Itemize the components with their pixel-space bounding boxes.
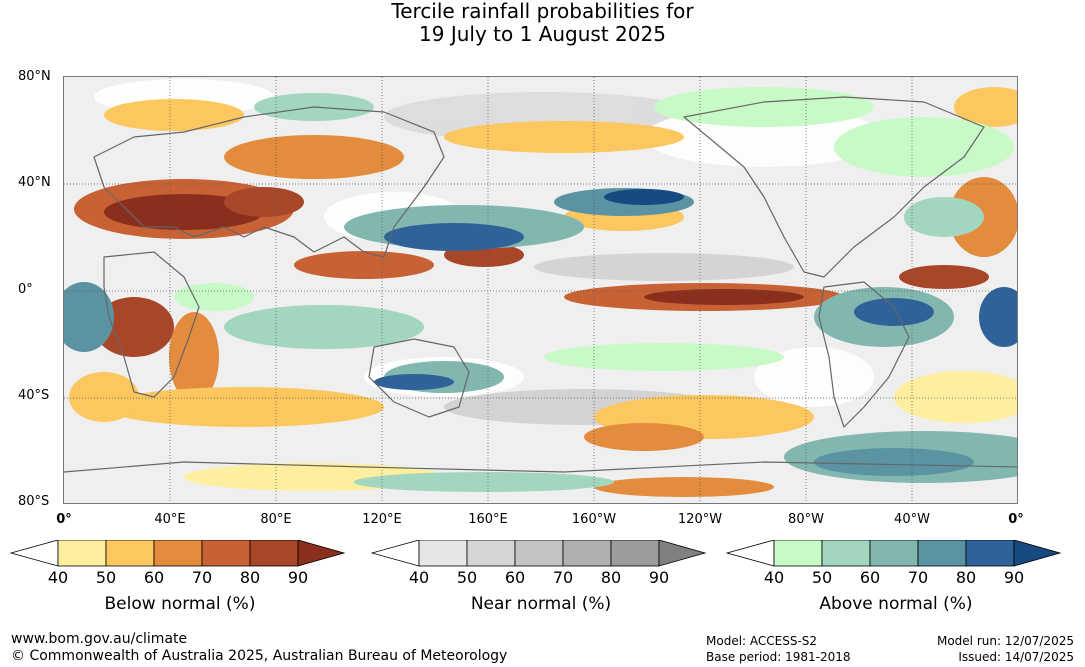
legend-ticks-above-normal: 40 50 60 70 80 90 (726, 568, 1066, 587)
legend-near-normal: 40 50 60 70 80 90 Near normal (%) (371, 540, 711, 620)
colorbar-tick-label: 40 (408, 568, 430, 587)
colorbar-left-arrow (726, 540, 775, 567)
colorbar-segment (418, 540, 468, 567)
legend-caption-below-normal: Below normal (%) (104, 594, 256, 614)
colorbar-segment (466, 540, 516, 567)
footer-model: Model: ACCESS-S2 (706, 634, 818, 648)
title-line-2: 19 July to 1 August 2025 (419, 22, 666, 46)
colorbar-above-normal (726, 540, 1062, 567)
lon-label-120e: 120°E (362, 512, 402, 527)
colorbar-tick-label: 70 (191, 568, 213, 587)
footer-dates: Model run: 12/07/2025 Issued: 14/07/2025 (937, 633, 1074, 665)
colorbar-tick-label: 40 (47, 568, 69, 587)
lon-label-120w: 120°W (677, 512, 723, 527)
below-normal-regions (69, 87, 1017, 497)
colorbar-segment (869, 540, 919, 567)
colorbar-tick-label: 80 (239, 568, 261, 587)
title-line-1: Tercile rainfall probabilities for (391, 0, 694, 23)
lon-label-40w: 40°W (894, 512, 930, 527)
colorbar-right-arrow (297, 540, 346, 567)
north-america-coastline (683, 96, 985, 278)
colorbar-left-arrow (10, 540, 59, 567)
coastlines (64, 96, 1017, 473)
legend-ticks-below-normal: 40 50 60 70 80 90 (10, 568, 350, 587)
legend-ticks-near-normal: 40 50 60 70 80 90 (371, 568, 711, 587)
lon-label-0-right: 0° (1008, 512, 1024, 527)
above-normal-regions (64, 87, 1017, 492)
colorbar-near-normal (371, 540, 707, 567)
colorbar-segment (917, 540, 967, 567)
colorbar-segment (201, 540, 251, 567)
colorbar-tick-label: 60 (143, 568, 165, 587)
rainfall-probability-map (63, 76, 1018, 504)
colorbar-right-arrow (1013, 540, 1062, 567)
colorbar-tick-label: 60 (504, 568, 526, 587)
colorbar-tick-label: 90 (648, 568, 670, 587)
lon-label-160e: 160°E (468, 512, 508, 527)
colorbar-segment (57, 540, 107, 567)
colorbar-segment (153, 540, 203, 567)
colorbar-tick-label: 40 (763, 568, 785, 587)
africa-coastline (103, 251, 200, 398)
legend-caption-near-normal: Near normal (%) (470, 594, 612, 614)
colorbar-segment (773, 540, 823, 567)
lon-label-40e: 40°E (154, 512, 186, 527)
footer-model-info: Model: ACCESS-S2 Base period: 1981-2018 (706, 633, 851, 665)
colorbar-segment (105, 540, 155, 567)
lat-label-0: 0° (18, 282, 33, 297)
colorbar-tick-label: 70 (907, 568, 929, 587)
lon-label-80e: 80°E (260, 512, 292, 527)
legend-above-normal: 40 50 60 70 80 90 Above normal (%) (726, 540, 1066, 620)
colorbar-tick-label: 60 (859, 568, 881, 587)
lat-label-80n: 80°N (18, 69, 51, 84)
colorbar-right-arrow (658, 540, 707, 567)
lon-label-160w: 160°W (571, 512, 617, 527)
lon-label-0-left: 0° (56, 512, 72, 527)
legend-caption-above-normal: Above normal (%) (819, 594, 973, 614)
antarctica-coastline (64, 461, 1017, 473)
colorbar-tick-label: 50 (95, 568, 117, 587)
colorbar-tick-label: 90 (1003, 568, 1025, 587)
map-title: Tercile rainfall probabilities for 19 Ju… (0, 0, 1085, 46)
colorbar-tick-label: 50 (456, 568, 478, 587)
colorbar-tick-label: 50 (811, 568, 833, 587)
colorbar-segment (514, 540, 564, 567)
australia-coastline (368, 338, 470, 418)
colorbar-left-arrow (371, 540, 420, 567)
colorbar-segment (610, 540, 660, 567)
footer-base-period: Base period: 1981-2018 (706, 650, 851, 664)
footer-copyright: © Commonwealth of Australia 2025, Austra… (11, 648, 508, 664)
south-america-coastline (818, 281, 910, 428)
footer-left: www.bom.gov.au/climate © Commonwealth of… (11, 631, 507, 665)
footer-issued: Issued: 14/07/2025 (958, 650, 1074, 664)
colorbar-segment (821, 540, 871, 567)
footer-model-run: Model run: 12/07/2025 (936, 634, 1074, 648)
graticule (64, 77, 1017, 503)
colorbar-segment (562, 540, 612, 567)
lat-label-40s: 40°S (18, 388, 50, 403)
lat-label-40n: 40°N (18, 175, 51, 190)
colorbar-below-normal (10, 540, 346, 567)
eurasia-coastline (93, 106, 445, 258)
colorbar-tick-label: 70 (552, 568, 574, 587)
footer-url: www.bom.gov.au/climate (11, 631, 188, 647)
lon-label-80w: 80°W (788, 512, 824, 527)
legend-below-normal: 40 50 60 70 80 90 Below normal (%) (10, 540, 350, 620)
colorbar-tick-label: 80 (955, 568, 977, 587)
colorbar-tick-label: 90 (287, 568, 309, 587)
map-svg (64, 77, 1017, 503)
colorbar-segment (965, 540, 1015, 567)
lat-label-80s: 80°S (18, 494, 50, 509)
colorbar-segment (249, 540, 299, 567)
colorbar-tick-label: 80 (600, 568, 622, 587)
